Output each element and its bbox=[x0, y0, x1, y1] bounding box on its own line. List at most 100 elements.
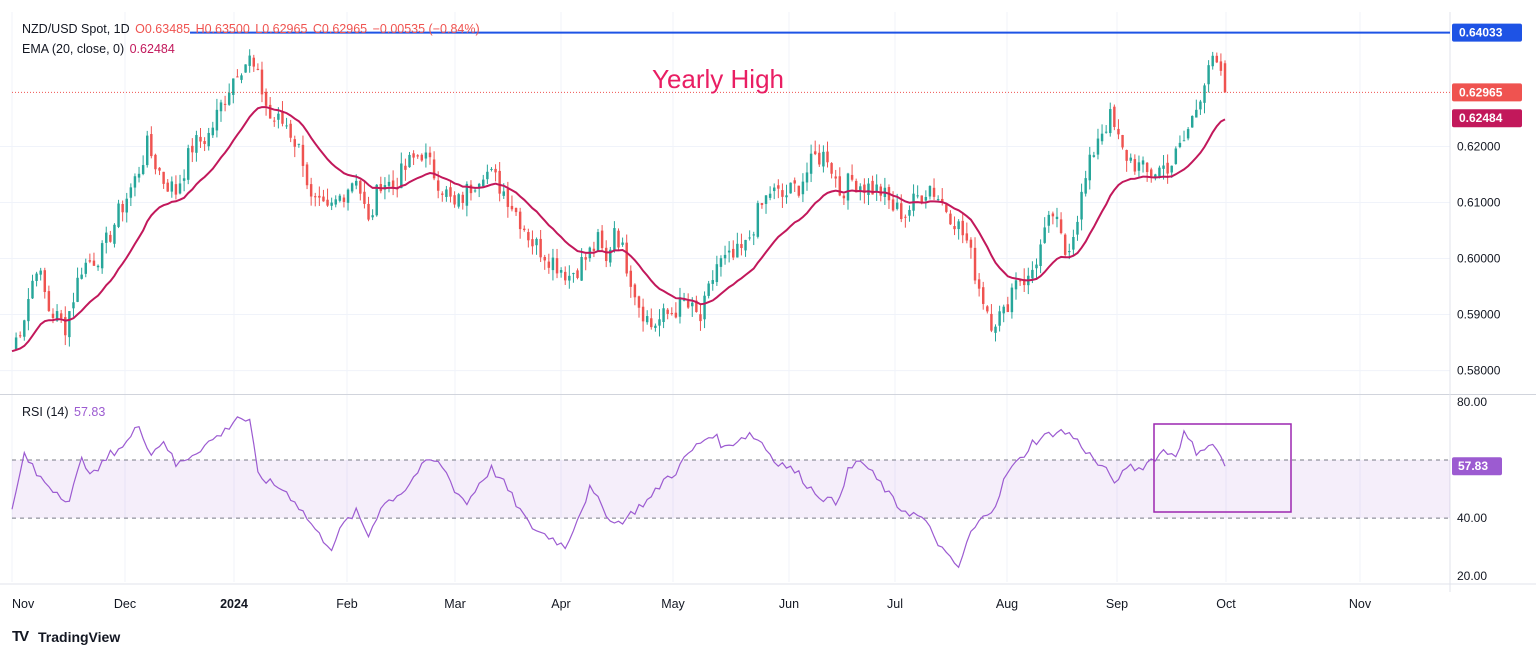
candle bbox=[113, 223, 116, 248]
candle-body bbox=[924, 196, 928, 201]
candle bbox=[76, 267, 79, 303]
last-price-label: 0.62965 bbox=[1459, 85, 1503, 99]
candle-body bbox=[436, 180, 440, 191]
candle bbox=[23, 319, 26, 341]
candle bbox=[682, 292, 686, 302]
candle bbox=[1199, 99, 1202, 115]
candle-body bbox=[748, 237, 751, 239]
candle bbox=[1063, 233, 1067, 258]
candle-body bbox=[113, 224, 116, 244]
candle bbox=[191, 138, 194, 163]
candle-body bbox=[293, 139, 296, 147]
candle-body bbox=[482, 179, 485, 187]
candle bbox=[588, 246, 592, 262]
candle-body bbox=[772, 187, 776, 192]
candle-body bbox=[1199, 101, 1202, 110]
candle bbox=[227, 83, 231, 106]
candle-body bbox=[514, 207, 518, 213]
candle bbox=[1133, 154, 1137, 175]
candle-body bbox=[1129, 157, 1132, 161]
candle-body bbox=[781, 190, 784, 197]
candle-body bbox=[1022, 279, 1026, 286]
candle bbox=[273, 116, 276, 127]
candle-body bbox=[129, 187, 133, 198]
candle bbox=[404, 158, 407, 181]
candle-body bbox=[350, 183, 354, 192]
candle bbox=[1166, 154, 1169, 184]
candle bbox=[1100, 124, 1104, 145]
candle-body bbox=[670, 313, 673, 315]
candle bbox=[490, 167, 493, 172]
candle-body bbox=[662, 308, 665, 323]
high-value: H0.63500 bbox=[195, 22, 250, 36]
candle-body bbox=[822, 151, 825, 167]
candle bbox=[359, 179, 362, 201]
candle bbox=[92, 252, 96, 266]
candle-body bbox=[850, 174, 854, 180]
candle-body bbox=[387, 181, 391, 186]
candle bbox=[695, 295, 698, 313]
yearly-high-line bbox=[12, 31, 1450, 93]
candle-body bbox=[1092, 155, 1096, 157]
grid bbox=[0, 12, 1536, 592]
candle-body bbox=[1059, 219, 1063, 234]
candle bbox=[363, 181, 366, 209]
candle-body bbox=[572, 273, 575, 275]
candle-body bbox=[486, 171, 489, 180]
candle bbox=[1211, 51, 1214, 70]
candle bbox=[621, 237, 624, 247]
candle bbox=[445, 185, 448, 202]
candle bbox=[1186, 127, 1190, 141]
candle bbox=[199, 127, 202, 148]
candle bbox=[793, 177, 796, 192]
candle-body bbox=[1178, 142, 1182, 147]
candle bbox=[539, 229, 542, 263]
ema-price-label-bg bbox=[1452, 109, 1522, 128]
candle-body bbox=[596, 232, 600, 252]
candle bbox=[596, 228, 600, 252]
candle-body bbox=[428, 152, 432, 158]
candle bbox=[1014, 272, 1018, 300]
candle-body bbox=[1137, 162, 1141, 171]
candle-body bbox=[494, 168, 497, 173]
candle-body bbox=[1166, 162, 1169, 174]
candle bbox=[297, 143, 301, 148]
candle-body bbox=[14, 337, 18, 350]
candle-body bbox=[43, 270, 47, 293]
candle-body bbox=[502, 191, 505, 196]
candle bbox=[424, 143, 428, 168]
candle-body bbox=[199, 136, 202, 142]
candle bbox=[727, 241, 731, 263]
candle bbox=[1084, 170, 1087, 197]
candle-body bbox=[932, 187, 936, 197]
candle bbox=[453, 191, 456, 208]
candle-body bbox=[268, 104, 272, 119]
candle-body bbox=[998, 311, 1001, 326]
candle-body bbox=[723, 254, 727, 259]
candle bbox=[981, 281, 985, 310]
candle-body bbox=[178, 183, 182, 194]
candle bbox=[875, 174, 878, 201]
candle-body bbox=[232, 78, 235, 95]
time-tick-label: 2024 bbox=[220, 597, 248, 611]
candle bbox=[449, 180, 452, 203]
candle bbox=[531, 230, 534, 255]
time-tick-label: Aug bbox=[996, 597, 1018, 611]
candle-body bbox=[637, 296, 641, 308]
candle-body bbox=[900, 203, 903, 220]
candle-body bbox=[441, 193, 444, 195]
open-value: O0.63485 bbox=[135, 22, 191, 36]
candle-body bbox=[146, 135, 149, 166]
candle-body bbox=[404, 165, 407, 170]
candle-body bbox=[936, 199, 940, 201]
candle-body bbox=[736, 243, 739, 258]
candle-body bbox=[1018, 280, 1022, 282]
candle-body bbox=[518, 211, 522, 230]
candle bbox=[633, 283, 637, 306]
candle bbox=[289, 119, 292, 143]
candle-body bbox=[584, 257, 587, 260]
rsi-legend: RSI (14) 57.83 bbox=[22, 405, 107, 419]
candle-body bbox=[170, 181, 174, 192]
candle bbox=[1137, 155, 1141, 179]
candle bbox=[949, 210, 952, 225]
